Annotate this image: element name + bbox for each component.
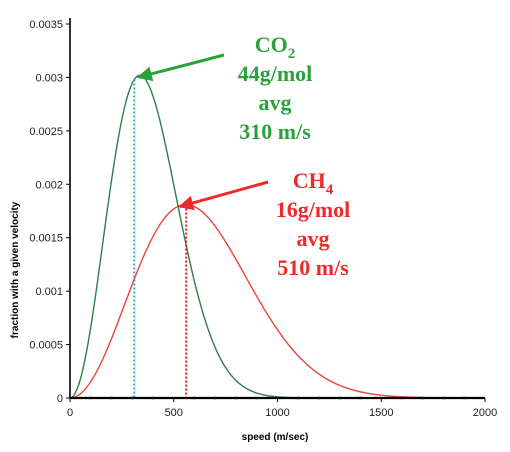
ch4-annotation-arrow (178, 180, 269, 211)
ch4-formula-subscript: 4 (326, 182, 334, 198)
y-tick-label: 0.0005 (29, 340, 63, 352)
x-minor-tick (421, 396, 424, 400)
x-minor-tick (317, 396, 321, 400)
y-tick-label: 0.0015 (29, 233, 63, 245)
co2-annotation-line: 44g/mol (238, 61, 313, 86)
x-axis-title: speed (m/sec) (242, 432, 309, 443)
x-tick-label: 500 (165, 407, 183, 419)
ch4-distribution-curve (70, 203, 485, 399)
x-minor-tick (297, 396, 300, 400)
x-minor-tick (400, 396, 404, 400)
x-minor-tick (255, 396, 258, 400)
x-minor-tick (463, 396, 466, 400)
x-minor-tick (193, 396, 196, 400)
ch4-annotation-line: avg (297, 226, 330, 251)
x-minor-tick (89, 396, 92, 400)
co2-formula-base: CO (255, 32, 288, 57)
y-tick-label: 0.002 (35, 179, 63, 191)
y-tick-label: 0.003 (35, 72, 63, 84)
ch4-annotation-line: 16g/mol (276, 197, 351, 222)
x-minor-tick (110, 396, 113, 400)
y-tick-label: 0 (57, 393, 63, 405)
co2-formula-subscript: 2 (288, 46, 296, 62)
y-tick-label: 0.0035 (29, 19, 63, 31)
x-minor-tick (338, 396, 341, 400)
y-tick-label: 0.001 (35, 286, 63, 298)
x-tick-label: 2000 (473, 407, 497, 419)
x-tick-label: 1000 (265, 407, 289, 419)
co2-annotation-line: avg (259, 90, 292, 115)
x-tick-label: 1500 (369, 407, 393, 419)
x-tick-label: 0 (67, 407, 73, 419)
y-tick-label: 0.0025 (29, 126, 63, 138)
x-minor-tick (214, 396, 217, 400)
y-axis-title: fraction with a given velocity (10, 201, 21, 338)
ch4-formula-label: CH4 (293, 168, 334, 198)
co2-formula-label: CO2 (255, 32, 296, 62)
ticks-layer: 0 0.0005 0.001 0.0015 0.002 0.0025 0.003 0.0035… (29, 19, 497, 419)
x-minor-tick (234, 396, 238, 400)
x-minor-tick (131, 396, 134, 400)
ch4-annotation-line: 510 m/s (277, 255, 349, 280)
x-minor-tick (442, 396, 445, 400)
x-minor-tick (151, 396, 155, 400)
co2-annotation-arrow (136, 53, 225, 82)
ch4-formula-base: CH (293, 168, 326, 193)
co2-annotation-line: 310 m/s (239, 119, 311, 144)
x-minor-tick (359, 396, 362, 400)
